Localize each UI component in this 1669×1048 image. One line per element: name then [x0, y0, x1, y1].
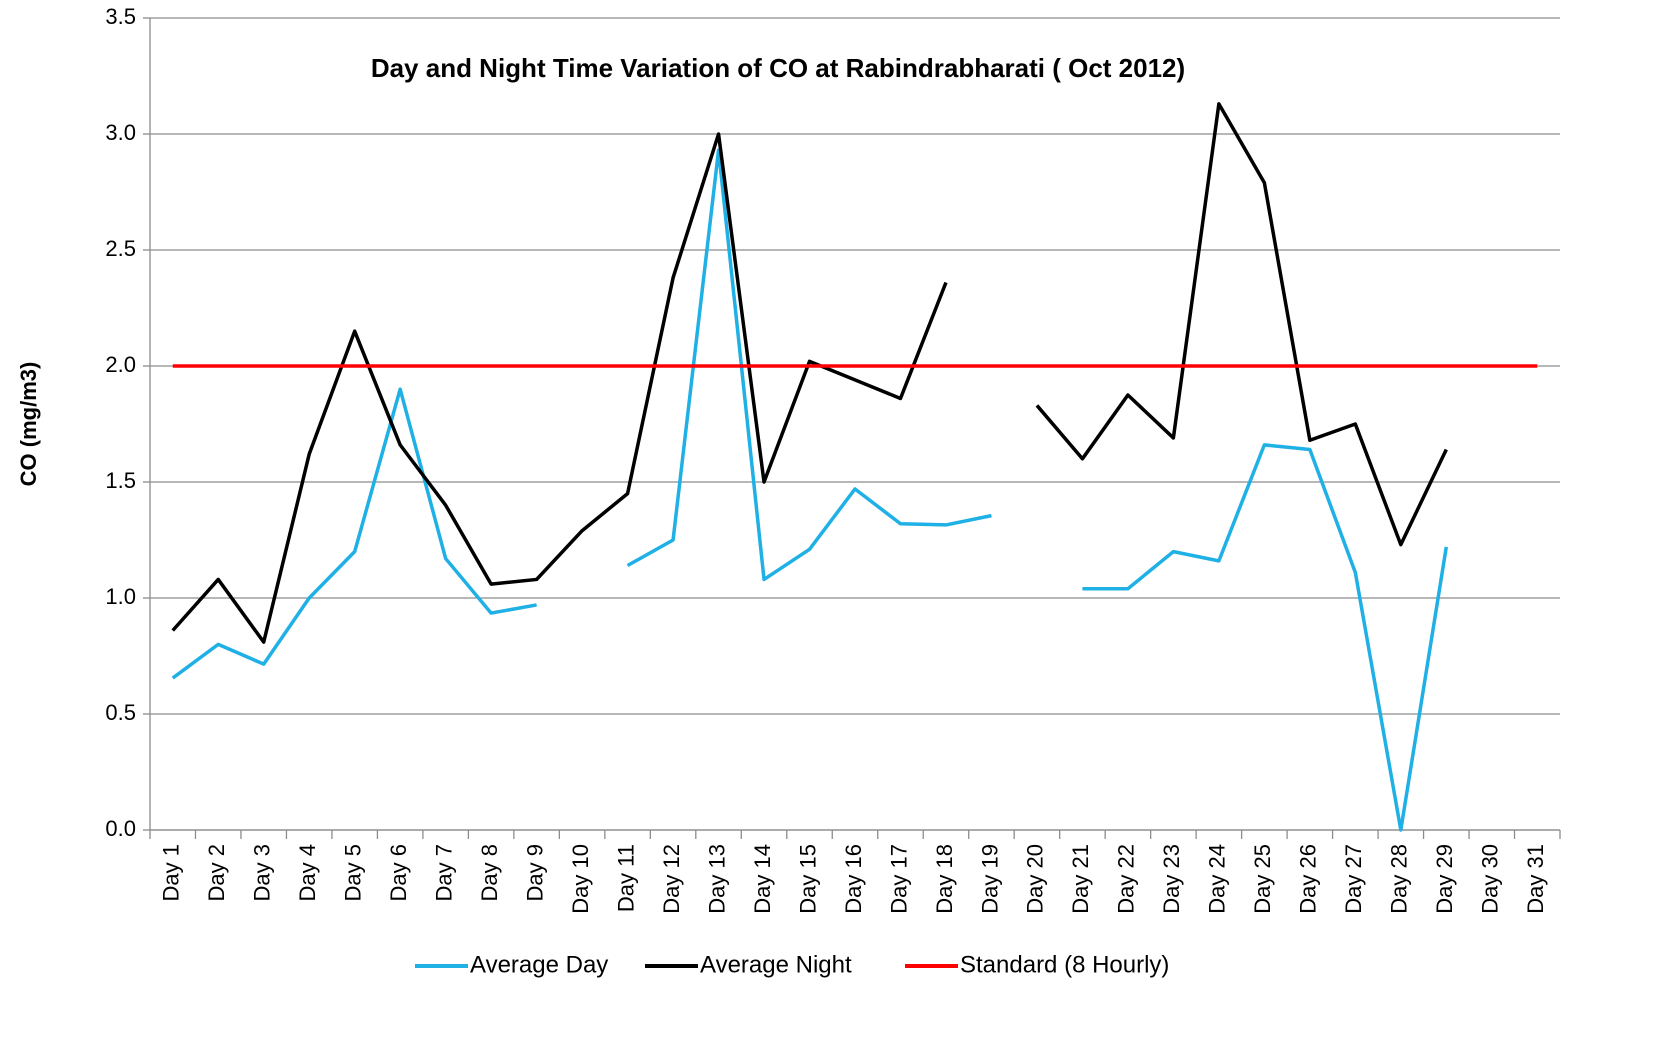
x-tick-label: Day 17	[886, 844, 911, 914]
x-tick-label: Day 23	[1159, 844, 1184, 914]
y-axis-label: CO (mg/m3)	[16, 362, 41, 487]
x-tick-label: Day 24	[1205, 844, 1230, 914]
x-tick-label: Day 22	[1114, 844, 1139, 914]
series-line	[1035, 102, 1448, 547]
y-tick-label: 0.0	[105, 816, 136, 841]
x-tick-label: Day 25	[1250, 844, 1275, 914]
x-tick-label: Day 30	[1478, 844, 1503, 914]
x-tick-label: Day 13	[704, 844, 729, 914]
x-tick-label: Day 16	[841, 844, 866, 914]
chart-title: Day and Night Time Variation of CO at Ra…	[371, 53, 1185, 83]
x-tick-label: Day 21	[1068, 844, 1093, 914]
y-tick-label: 1.0	[105, 584, 136, 609]
x-tick-label: Day 9	[522, 844, 547, 901]
x-tick-label: Day 8	[477, 844, 502, 901]
y-tick-label: 3.0	[105, 120, 136, 145]
y-tick-label: 3.5	[105, 4, 136, 29]
y-tick-label: 1.5	[105, 468, 136, 493]
x-tick-label: Day 12	[659, 844, 684, 914]
x-tick-label: Day 5	[340, 844, 365, 901]
series-line	[171, 387, 537, 680]
x-tick-label: Day 1	[159, 844, 184, 901]
y-tick-label: 0.5	[105, 700, 136, 725]
x-tick-label: Day 18	[932, 844, 957, 914]
x-tick-label: Day 19	[977, 844, 1002, 914]
y-tick-label: 2.5	[105, 236, 136, 261]
x-tick-label: Day 31	[1523, 844, 1548, 914]
x-tick-label: Day 29	[1432, 844, 1457, 914]
x-tick-label: Day 27	[1341, 844, 1366, 914]
legend-label: Standard (8 Hourly)	[960, 951, 1169, 978]
series-line	[171, 132, 948, 644]
x-tick-label: Day 11	[613, 844, 638, 912]
x-tick-label: Day 26	[1296, 844, 1321, 914]
x-tick-label: Day 10	[568, 844, 593, 914]
x-tick-label: Day 3	[250, 844, 275, 901]
x-tick-label: Day 28	[1387, 844, 1412, 914]
series-line	[626, 148, 992, 582]
x-tick-label: Day 20	[1023, 844, 1048, 914]
x-tick-label: Day 2	[204, 844, 229, 901]
x-tick-label: Day 6	[386, 844, 411, 901]
y-tick-label: 2.0	[105, 352, 136, 377]
x-tick-label: Day 7	[431, 844, 456, 901]
legend-label: Average Night	[700, 951, 852, 978]
series-line	[1082, 443, 1449, 832]
x-tick-label: Day 15	[795, 844, 820, 914]
x-tick-label: Day 14	[750, 844, 775, 914]
x-tick-label: Day 4	[295, 844, 320, 901]
legend-label: Average Day	[470, 951, 608, 978]
